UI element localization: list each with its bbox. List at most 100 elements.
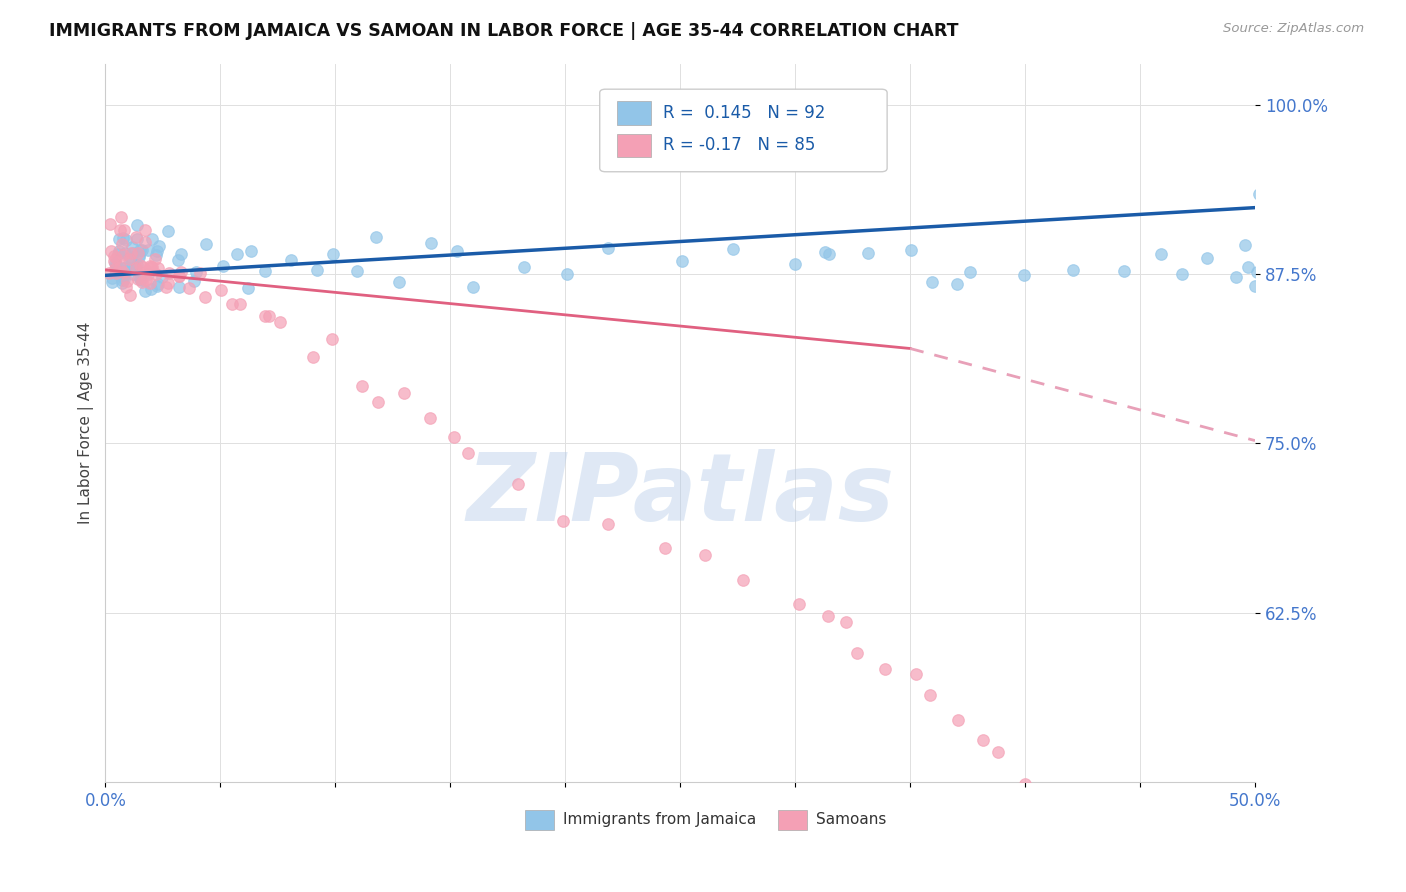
FancyBboxPatch shape [778, 810, 807, 830]
Point [598, 241, 620, 255]
Point [212, 259, 235, 273]
Point [141, 232, 163, 246]
Point [150, 270, 173, 285]
Point [654, 541, 676, 556]
Point [392, 385, 415, 400]
Point [127, 232, 149, 246]
Point [322, 247, 344, 261]
Point [1249, 187, 1271, 202]
Point [551, 514, 574, 528]
Point [253, 264, 276, 278]
Point [814, 244, 837, 259]
FancyBboxPatch shape [617, 102, 651, 125]
Point [904, 666, 927, 681]
Point [108, 223, 131, 237]
Point [921, 275, 943, 289]
Point [873, 662, 896, 676]
Point [136, 267, 159, 281]
Point [1150, 247, 1173, 261]
Point [156, 224, 179, 238]
Point [118, 252, 141, 266]
Point [110, 210, 132, 224]
Point [115, 274, 138, 288]
Point [170, 265, 193, 279]
Point [443, 429, 465, 443]
Point [789, 597, 811, 611]
Point [145, 267, 167, 281]
Point [190, 267, 212, 281]
Point [121, 254, 143, 268]
Point [135, 263, 157, 277]
Point [111, 269, 134, 284]
Point [132, 260, 155, 275]
Point [111, 237, 134, 252]
Point [111, 276, 134, 290]
Point [900, 243, 922, 257]
Point [305, 263, 328, 277]
Point [1171, 267, 1194, 281]
Point [817, 609, 839, 624]
Y-axis label: In Labor Force | Age 35-44: In Labor Force | Age 35-44 [79, 322, 94, 524]
Point [104, 266, 127, 280]
Point [127, 218, 149, 232]
Point [1062, 263, 1084, 277]
Point [183, 274, 205, 288]
Point [1081, 807, 1104, 822]
Point [146, 261, 169, 276]
Point [269, 315, 291, 329]
Point [366, 230, 388, 244]
Point [108, 260, 131, 274]
Point [846, 646, 869, 660]
Point [1012, 268, 1035, 282]
Point [100, 270, 122, 285]
Point [108, 244, 131, 258]
Point [129, 273, 152, 287]
Point [346, 264, 368, 278]
Point [169, 269, 191, 284]
Point [818, 247, 841, 261]
Point [127, 246, 149, 260]
Point [131, 275, 153, 289]
Point [100, 244, 122, 258]
Point [693, 548, 716, 562]
Point [121, 268, 143, 282]
Point [134, 284, 156, 298]
Point [128, 248, 150, 262]
Point [115, 233, 138, 247]
Point [194, 237, 217, 252]
Point [1234, 237, 1257, 252]
Point [446, 244, 468, 259]
Point [107, 267, 129, 281]
Point [194, 290, 217, 304]
Point [112, 231, 135, 245]
Point [114, 245, 136, 260]
Point [145, 248, 167, 262]
Point [167, 268, 190, 283]
Point [146, 278, 169, 293]
FancyBboxPatch shape [617, 134, 651, 157]
Point [419, 411, 441, 425]
Point [987, 745, 1010, 759]
Point [104, 262, 127, 277]
Text: Immigrants from Jamaica: Immigrants from Jamaica [562, 813, 756, 828]
Point [945, 277, 967, 291]
Point [112, 267, 135, 281]
Point [139, 282, 162, 296]
Point [179, 281, 201, 295]
Point [145, 244, 167, 259]
Point [257, 310, 280, 324]
Text: IMMIGRANTS FROM JAMAICA VS SAMOAN IN LABOR FORCE | AGE 35-44 CORRELATION CHART: IMMIGRANTS FROM JAMAICA VS SAMOAN IN LAB… [49, 22, 959, 40]
Point [280, 253, 302, 268]
Point [598, 516, 620, 531]
Point [1225, 269, 1247, 284]
Point [157, 266, 180, 280]
Point [1112, 264, 1135, 278]
Point [671, 254, 693, 268]
Point [146, 277, 169, 291]
Point [321, 332, 343, 346]
Point [166, 252, 188, 267]
Point [139, 259, 162, 273]
Point [555, 267, 578, 281]
Point [461, 280, 484, 294]
Point [506, 477, 529, 491]
